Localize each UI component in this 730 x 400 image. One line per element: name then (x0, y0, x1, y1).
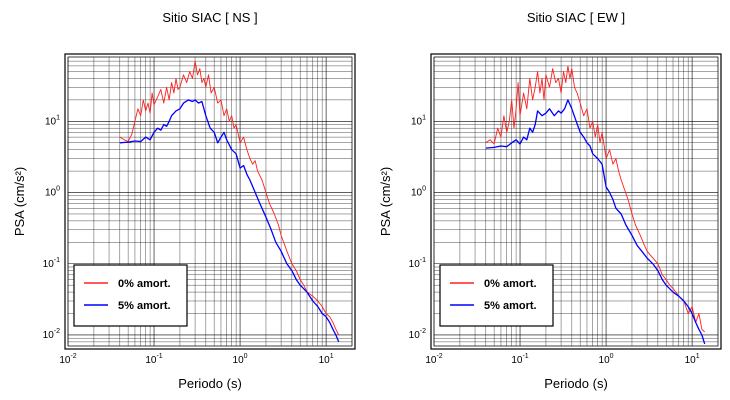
y-tick-label: 101 (411, 114, 426, 127)
chart-title-2: Sitio SIAC [ EW ] (527, 10, 625, 25)
chart-title-1: Sitio SIAC [ NS ] (162, 10, 257, 25)
legend-label: 0% amort. (118, 278, 171, 290)
y-tick-label: 10-2 (409, 328, 426, 341)
series-line-blue (119, 99, 340, 343)
legend-box (439, 264, 554, 327)
y-tick-label: 10-1 (43, 257, 60, 270)
x-tick-label: 10-1 (511, 353, 528, 366)
x-axis-label: Periodo (s) (544, 376, 608, 391)
y-tick-label: 10-2 (43, 328, 60, 341)
x-tick-label: 100 (233, 353, 248, 366)
series-line-blue (485, 99, 706, 345)
y-axis-label: PSA (cm/s²) (378, 167, 393, 236)
y-tick-label: 101 (45, 114, 60, 127)
x-tick-label: 100 (599, 353, 614, 366)
y-tick-label: 100 (45, 186, 60, 199)
x-tick-label: 10-1 (145, 353, 162, 366)
y-axis-label: PSA (cm/s²) (12, 167, 27, 236)
plot-frame-outer (430, 53, 722, 350)
legend-label: 5% amort. (118, 300, 171, 312)
x-tick-label: 10-2 (425, 353, 442, 366)
legend-label: 5% amort. (484, 300, 537, 312)
y-tick-label: 100 (411, 186, 426, 199)
series-line-red (485, 65, 706, 333)
x-axis-label: Periodo (s) (178, 376, 242, 391)
x-tick-label: 101 (319, 353, 334, 366)
legend-label: 0% amort. (484, 278, 537, 290)
plot-frame-outer (64, 53, 356, 350)
series-line-red (119, 60, 340, 336)
plot-frame-inner (67, 56, 353, 347)
x-tick-label: 10-2 (59, 353, 76, 366)
plot-frame-inner (433, 56, 719, 347)
y-tick-label: 10-1 (409, 257, 426, 270)
x-tick-label: 101 (685, 353, 700, 366)
legend-box (73, 264, 188, 327)
